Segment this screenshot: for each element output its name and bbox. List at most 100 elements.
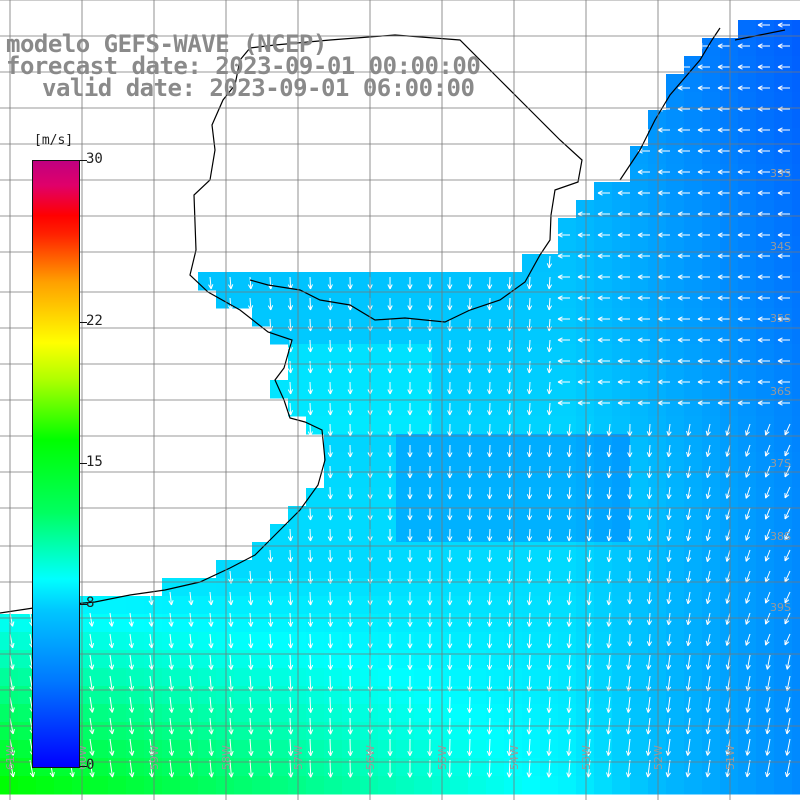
speed-cell (702, 74, 721, 93)
speed-cell (792, 740, 800, 759)
speed-cell (774, 236, 793, 255)
speed-cell (432, 668, 451, 687)
speed-cell (648, 524, 667, 543)
speed-cell (468, 470, 487, 489)
speed-cell (720, 308, 739, 327)
speed-cell (324, 398, 343, 417)
wind-arrow (577, 295, 590, 301)
speed-cell (774, 38, 793, 57)
wind-arrow (784, 591, 791, 604)
lon-label: 56W (364, 745, 377, 770)
speed-cell (234, 596, 253, 615)
speed-cell (684, 614, 703, 633)
speed-cell (540, 668, 559, 687)
speed-cell (702, 362, 721, 381)
speed-cell (432, 578, 451, 597)
speed-cell (684, 776, 703, 795)
wind-arrow (697, 85, 710, 91)
speed-cell (756, 524, 775, 543)
speed-cell (486, 578, 505, 597)
speed-cell (540, 344, 559, 363)
speed-cell (360, 434, 379, 453)
speed-cell (720, 344, 739, 363)
wind-arrow (764, 633, 771, 646)
wind-arrow (546, 612, 552, 627)
wind-arrow (777, 379, 790, 385)
speed-cell (468, 290, 487, 309)
wind-arrow (327, 318, 333, 332)
speed-cell (468, 686, 487, 705)
speed-cell (468, 722, 487, 741)
speed-cell (180, 596, 199, 615)
speed-cell (666, 110, 685, 129)
wind-arrow (307, 759, 314, 778)
speed-cell (738, 344, 757, 363)
wind-arrow (506, 318, 513, 332)
speed-cell (450, 326, 469, 345)
wind-arrow (657, 316, 670, 322)
speed-cell (72, 776, 91, 795)
speed-cell (252, 272, 271, 291)
speed-cell (108, 614, 127, 633)
wind-arrow (626, 654, 632, 670)
speed-cell (378, 542, 397, 561)
wind-arrow (677, 127, 690, 133)
speed-cell (306, 326, 325, 345)
speed-cell (270, 740, 289, 759)
speed-cell (702, 236, 721, 255)
wind-arrow (697, 358, 710, 364)
wind-arrow (486, 654, 493, 670)
speed-cell (504, 560, 523, 579)
speed-cell (720, 92, 739, 111)
speed-cell (594, 452, 613, 471)
speed-cell (54, 776, 73, 795)
speed-cell (288, 614, 307, 633)
speed-cell (504, 452, 523, 471)
wind-arrow (577, 358, 590, 364)
wind-arrow (577, 232, 590, 238)
wind-arrow (387, 591, 393, 606)
speed-cell (630, 344, 649, 363)
speed-cell (702, 164, 721, 183)
speed-cell (432, 740, 451, 759)
speed-cell (738, 272, 757, 291)
speed-cell (468, 596, 487, 615)
speed-cell (594, 542, 613, 561)
speed-cell (468, 488, 487, 507)
speed-cell (198, 758, 217, 777)
speed-cell (612, 434, 631, 453)
speed-cell (252, 758, 271, 777)
speed-cell (630, 614, 649, 633)
wind-arrow (228, 759, 234, 778)
wind-arrow (606, 486, 612, 500)
speed-cell (756, 560, 775, 579)
speed-cell (342, 344, 361, 363)
speed-cell (450, 560, 469, 579)
speed-cell (756, 434, 775, 453)
speed-cell (774, 92, 793, 111)
wind-arrow (427, 486, 433, 500)
speed-cell (540, 686, 559, 705)
wind-arrow (387, 549, 393, 563)
speed-cell (414, 416, 433, 435)
speed-cell (342, 308, 361, 327)
speed-cell (378, 272, 397, 291)
speed-cell (450, 344, 469, 363)
speed-cell (432, 362, 451, 381)
speed-cell (414, 560, 433, 579)
speed-cell (792, 128, 800, 147)
wind-arrow (506, 612, 513, 627)
speed-cell (270, 722, 289, 741)
wind-arrow (745, 444, 751, 457)
speed-cell (702, 218, 721, 237)
wind-arrow (307, 696, 314, 713)
speed-cell (558, 506, 577, 525)
speed-cell (684, 344, 703, 363)
wind-arrow (88, 612, 95, 627)
speed-cell (522, 308, 541, 327)
speed-cell (252, 650, 271, 669)
speed-cell (756, 722, 775, 741)
speed-cell (252, 308, 271, 327)
speed-cell (648, 614, 667, 633)
speed-cell (180, 578, 199, 597)
